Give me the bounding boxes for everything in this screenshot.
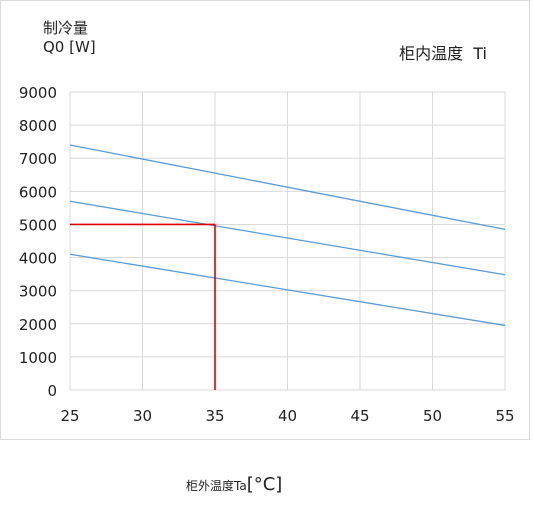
series-line-1: [69, 144, 506, 231]
y-tick-label-3: 3000: [19, 283, 57, 301]
y-tick-label-9: 9000: [19, 84, 57, 102]
y-axis-title-line-1: 制冷量: [43, 19, 89, 37]
series-group-title: 柜内温度 Ti: [399, 44, 487, 63]
y-tick-label-0: 0: [47, 382, 57, 400]
grid-layer: [69, 91, 506, 391]
y-tick-label-2: 2000: [19, 316, 57, 334]
x-tick-label-0: 25: [60, 407, 79, 425]
reference-layer: [70, 223, 216, 390]
x-tick-label-5: 50: [423, 407, 442, 425]
x-tick-label-1: 30: [133, 407, 152, 425]
series-layer: [69, 144, 506, 327]
x-axis-unit: [°C]: [246, 474, 283, 495]
y-tick-label-4: 4000: [19, 250, 57, 268]
series-line-2: [69, 200, 506, 276]
x-tick-label-6: 55: [495, 407, 514, 425]
x-axis-title-text: 柜外温度Ta: [186, 479, 247, 493]
y-tick-label-6: 6000: [19, 183, 57, 201]
y-axis-title-line-2: Q0 [W]: [43, 38, 96, 56]
x-tick-label-3: 40: [278, 407, 297, 425]
chart-frame: [0, 0, 530, 440]
y-tick-label-7: 7000: [19, 150, 57, 168]
x-tick-label-2: 35: [205, 407, 224, 425]
tick-layer: 0 1000 2000 3000 4000 5000 6000 7000 8000 9000 25 3…: [19, 84, 515, 425]
y-tick-label-1: 1000: [19, 349, 57, 367]
y-tick-label-5: 5000: [19, 216, 57, 234]
series-line-3: [69, 253, 506, 327]
y-tick-label-8: 8000: [19, 117, 57, 135]
x-axis-title: 柜外温度Ta[°C]: [186, 474, 282, 495]
x-tick-label-4: 45: [350, 407, 369, 425]
